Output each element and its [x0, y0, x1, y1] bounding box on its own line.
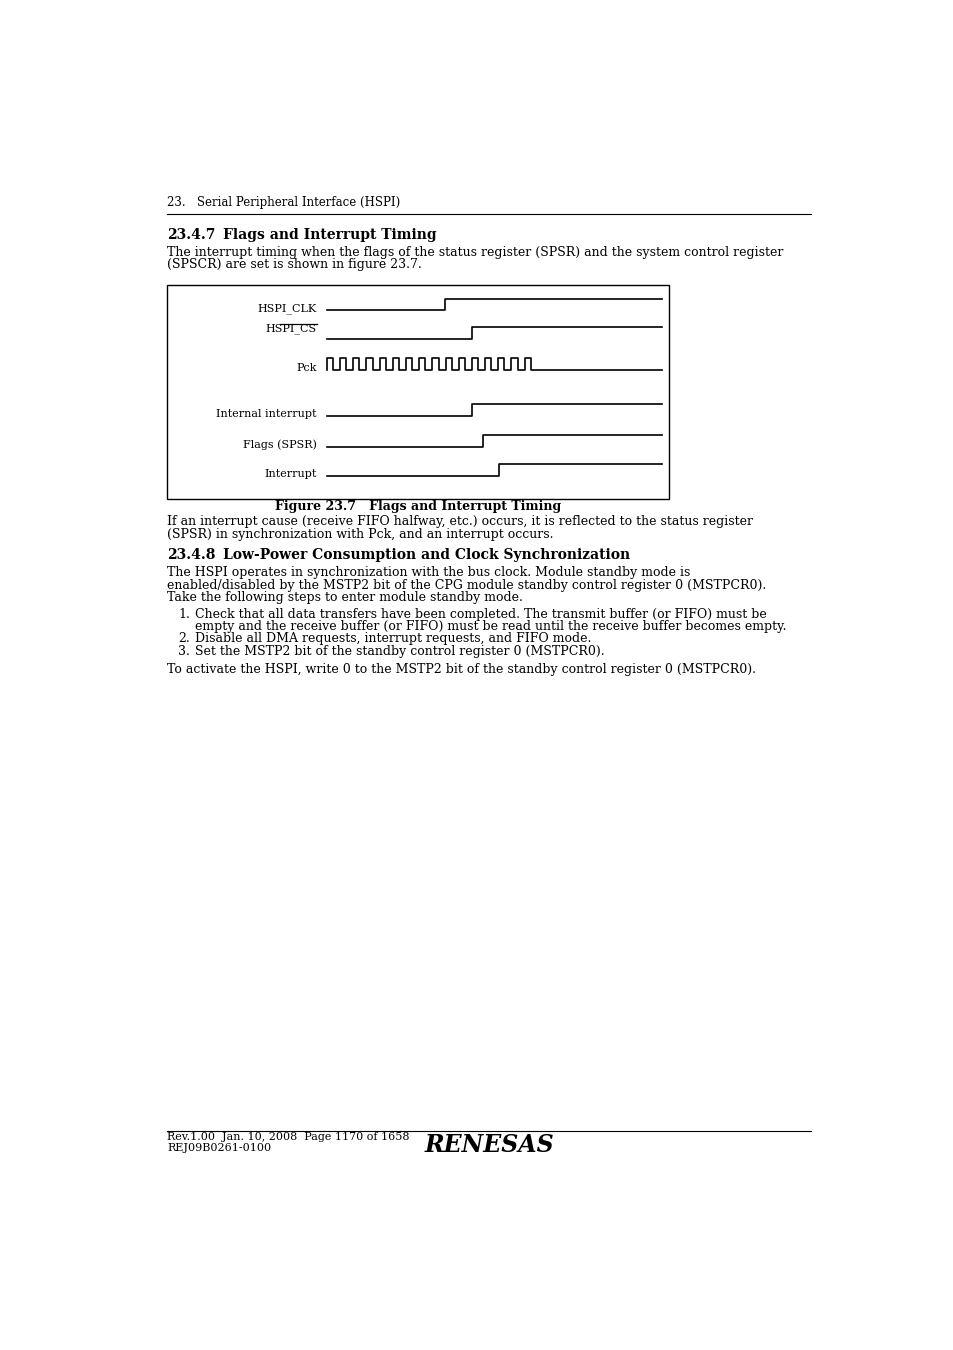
- Text: 23.   Serial Peripheral Interface (HSPI): 23. Serial Peripheral Interface (HSPI): [167, 196, 400, 209]
- Text: Flags (SPSR): Flags (SPSR): [243, 439, 316, 450]
- Bar: [167, 285, 669, 500]
- Text: (SPSR) in synchronization with Pck, and an interrupt occurs.: (SPSR) in synchronization with Pck, and …: [167, 528, 554, 541]
- Text: Set the MSTP2 bit of the standby control register 0 (MSTPCR0).: Set the MSTP2 bit of the standby control…: [195, 645, 604, 657]
- Text: (SPSCR) are set is shown in figure 23.7.: (SPSCR) are set is shown in figure 23.7.: [167, 258, 421, 271]
- Text: HSPI_CLK: HSPI_CLK: [257, 302, 316, 313]
- Text: Pck: Pck: [296, 363, 316, 373]
- Text: 3.: 3.: [178, 645, 190, 657]
- Text: The interrupt timing when the flags of the status register (SPSR) and the system: The interrupt timing when the flags of t…: [167, 246, 782, 259]
- Text: RENESAS: RENESAS: [424, 1133, 553, 1157]
- Text: empty and the receive buffer (or FIFO) must be read until the receive buffer bec: empty and the receive buffer (or FIFO) m…: [195, 620, 786, 633]
- Text: Check that all data transfers have been completed. The transmit buffer (or FIFO): Check that all data transfers have been …: [195, 608, 766, 621]
- Text: Interrupt: Interrupt: [264, 468, 316, 479]
- Text: REJ09B0261-0100: REJ09B0261-0100: [167, 1142, 272, 1153]
- Text: If an interrupt cause (receive FIFO halfway, etc.) occurs, it is reflected to th: If an interrupt cause (receive FIFO half…: [167, 516, 753, 528]
- Text: To activate the HSPI, write 0 to the MSTP2 bit of the standby control register 0: To activate the HSPI, write 0 to the MST…: [167, 663, 756, 676]
- Text: Rev.1.00  Jan. 10, 2008  Page 1170 of 1658: Rev.1.00 Jan. 10, 2008 Page 1170 of 1658: [167, 1131, 410, 1142]
- Text: Take the following steps to enter module standby mode.: Take the following steps to enter module…: [167, 591, 522, 603]
- Text: Figure 23.7   Flags and Interrupt Timing: Figure 23.7 Flags and Interrupt Timing: [275, 500, 561, 513]
- Text: enabled/disabled by the MSTP2 bit of the CPG module standby control register 0 (: enabled/disabled by the MSTP2 bit of the…: [167, 579, 766, 591]
- Text: Disable all DMA requests, interrupt requests, and FIFO mode.: Disable all DMA requests, interrupt requ…: [195, 633, 591, 645]
- Text: Internal interrupt: Internal interrupt: [216, 409, 316, 418]
- Text: 2.: 2.: [178, 633, 190, 645]
- Text: 1.: 1.: [178, 608, 190, 621]
- Text: 23.4.7: 23.4.7: [167, 228, 215, 242]
- Text: HSPI_CS: HSPI_CS: [266, 324, 316, 335]
- Text: Flags and Interrupt Timing: Flags and Interrupt Timing: [223, 228, 436, 242]
- Text: The HSPI operates in synchronization with the bus clock. Module standby mode is: The HSPI operates in synchronization wit…: [167, 566, 690, 579]
- Text: Low-Power Consumption and Clock Synchronization: Low-Power Consumption and Clock Synchron…: [223, 548, 630, 563]
- Text: 23.4.8: 23.4.8: [167, 548, 215, 563]
